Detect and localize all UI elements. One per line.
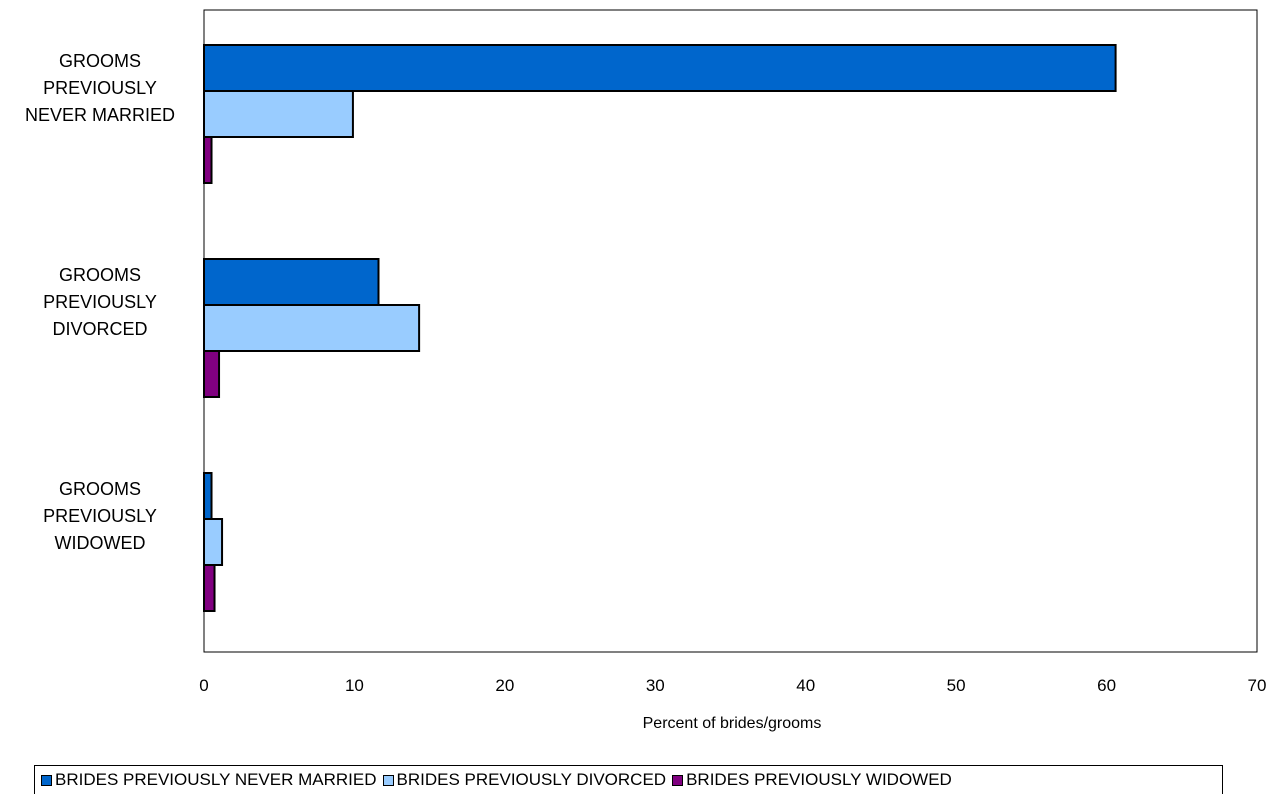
legend-swatch [382, 774, 394, 786]
x-tick-label: 0 [199, 676, 208, 695]
x-tick-label: 20 [495, 676, 514, 695]
bar-1-series-1 [203, 44, 1117, 92]
x-tick-label: 40 [796, 676, 815, 695]
bars-group [203, 44, 1117, 612]
legend-item: BRIDES PREVIOUSLY DIVORCED [382, 770, 667, 790]
legend: BRIDES PREVIOUSLY NEVER MARRIED BRIDES PR… [34, 765, 1223, 794]
bar-3-series-3 [203, 564, 216, 612]
category-label: GROOMS PREVIOUSLY WIDOWED [43, 479, 157, 553]
category-label: GROOMS PREVIOUSLY DIVORCED [43, 265, 157, 339]
legend-item: BRIDES PREVIOUSLY NEVER MARRIED [41, 770, 377, 790]
legend-label: BRIDES PREVIOUSLY WIDOWED [686, 770, 952, 789]
x-tick-label: 30 [646, 676, 665, 695]
category-labels: GROOMS PREVIOUSLY NEVER MARRIED GROOMS PREVI… [25, 51, 175, 553]
legend-label: BRIDES PREVIOUSLY NEVER MARRIED [55, 770, 377, 789]
bar-2-series-2 [203, 304, 421, 352]
x-axis-title: Percent of brides/grooms [643, 715, 822, 732]
bar-1-series-3 [203, 136, 213, 184]
bar-2-series-3 [203, 350, 221, 398]
legend-swatch [672, 774, 684, 786]
bar-chart: GROOMS PREVIOUSLY NEVER MARRIED GROOMS PREVI… [25, 9, 1266, 732]
legend-label: BRIDES PREVIOUSLY DIVORCED [396, 770, 667, 789]
x-tick-label: 10 [345, 676, 364, 695]
legend-item: BRIDES PREVIOUSLY WIDOWED [672, 770, 952, 790]
x-tick-label: 70 [1248, 676, 1267, 695]
bar-1-series-2 [203, 90, 354, 138]
legend-swatch [41, 774, 52, 786]
x-tick-labels: 0 10 20 30 40 50 60 70 [199, 676, 1266, 695]
x-tick-label: 60 [1097, 676, 1116, 695]
category-label: GROOMS PREVIOUSLY NEVER MARRIED [25, 51, 175, 125]
bar-2-series-1 [203, 258, 380, 306]
bar-3-series-2 [203, 518, 224, 566]
x-tick-label: 50 [947, 676, 966, 695]
bar-3-series-1 [203, 472, 213, 520]
